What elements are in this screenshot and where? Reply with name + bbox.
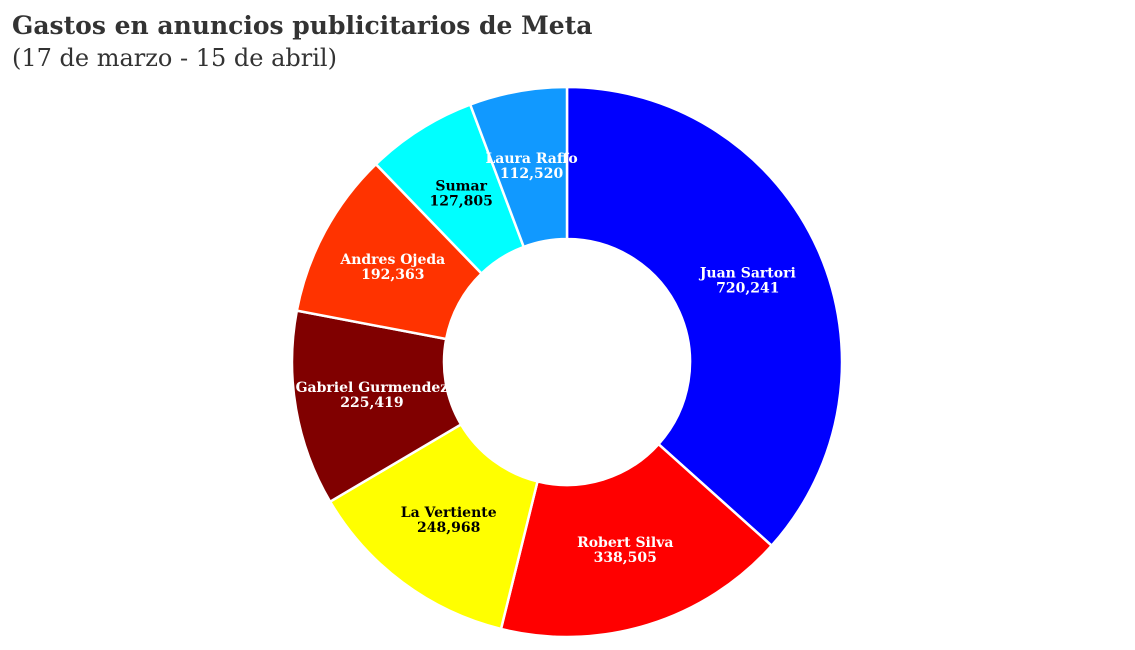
slice-label-value: 248,968 (417, 520, 480, 536)
slice-label-andres-ojeda: Andres Ojeda 192,363 (339, 252, 445, 283)
slice-label-name: Gabriel Gurmendez (296, 380, 449, 396)
slice-label-value: 192,363 (361, 267, 424, 283)
slice-label-name: Laura Raffo (485, 151, 577, 167)
slice-label-sumar: Sumar 127,805 (430, 179, 493, 210)
slice-laura-raffo[interactable] (468, 85, 569, 249)
chart-subtitle: (17 de marzo - 15 de abril) (12, 44, 337, 72)
slice-label-la-vertiente: La Vertiente 248,968 (401, 505, 497, 536)
chart-title: Gastos en anuncios publicitarios de Meta (12, 11, 593, 40)
slice-la-vertiente[interactable] (328, 423, 539, 631)
slice-label-name: Andres Ojeda (339, 252, 445, 268)
slice-label-laura-raffo: Laura Raffo 112,520 (485, 151, 577, 182)
slice-label-juan-sartori: Juan Sartori 720,241 (698, 265, 796, 296)
slice-label-value: 225,419 (340, 395, 403, 411)
slice-label-name: Sumar (435, 179, 487, 195)
slice-label-name: Robert Silva (577, 535, 673, 551)
donut-slices (290, 85, 844, 639)
slice-label-value: 338,505 (594, 550, 657, 566)
slice-label-value: 127,805 (430, 194, 493, 210)
slice-label-value: 720,241 (716, 280, 779, 296)
donut-labels: Juan Sartori 720,241 Robert Silva 338,505 La… (296, 151, 796, 566)
slice-gabriel-gurmendez[interactable] (290, 309, 463, 503)
slice-juan-sartori[interactable] (565, 85, 844, 547)
slice-robert-silva[interactable] (499, 442, 773, 639)
slice-label-name: La Vertiente (401, 505, 497, 521)
slice-label-gabriel-gurmendez: Gabriel Gurmendez 225,419 (296, 380, 449, 411)
slice-label-name: Juan Sartori (698, 265, 796, 281)
slice-label-value: 112,520 (500, 166, 564, 182)
slice-label-robert-silva: Robert Silva 338,505 (577, 535, 673, 566)
